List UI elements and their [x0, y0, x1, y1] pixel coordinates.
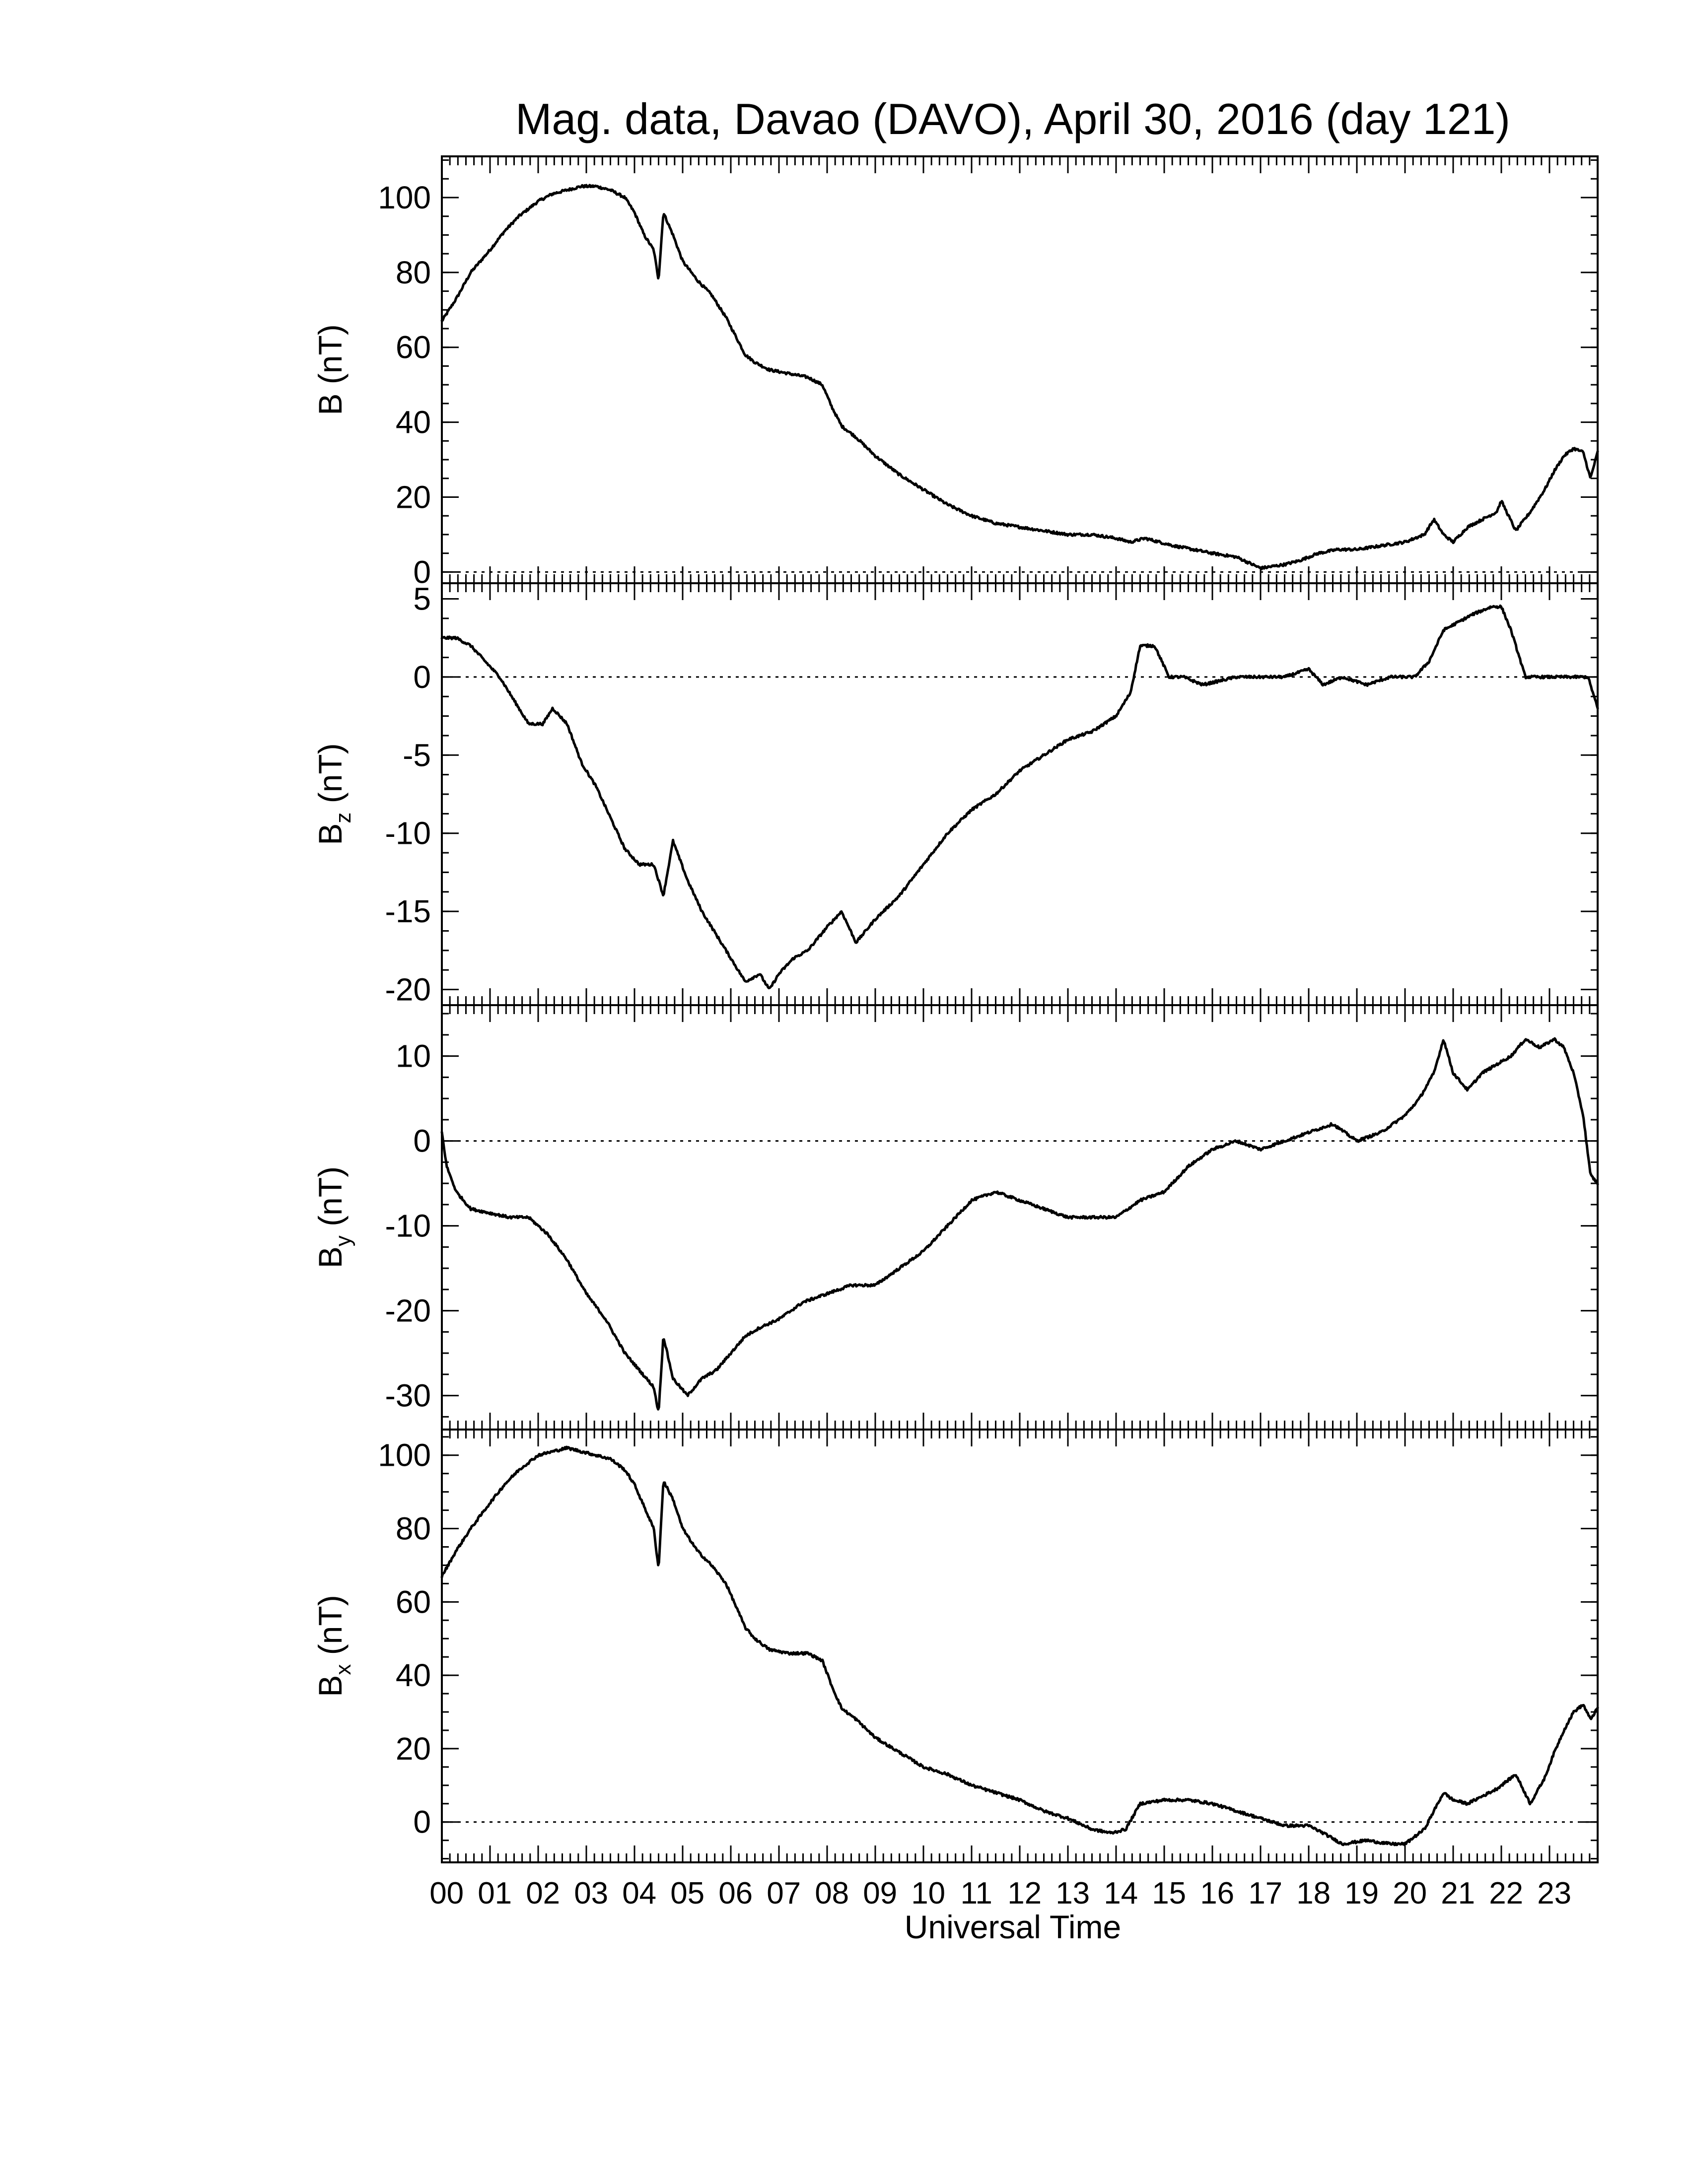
y-tick-label: 60	[396, 330, 431, 365]
panel-by: -30 -20 -10 0 10 By (nT)	[312, 1004, 1599, 1431]
y-axis-label: B (nT)	[312, 324, 349, 415]
x-tick-label: 02	[526, 1876, 560, 1911]
y-tick-label: 10	[396, 1038, 431, 1074]
x-tick-label: 04	[622, 1876, 656, 1911]
x-tick-label: 15	[1152, 1876, 1186, 1911]
y-tick-label: -30	[385, 1378, 431, 1414]
panel-frame	[441, 155, 1599, 584]
x-tick-label: 22	[1489, 1876, 1523, 1911]
y-tick-label: 60	[396, 1584, 431, 1620]
x-tick-label: 06	[718, 1876, 753, 1911]
x-tick-label: 08	[815, 1876, 849, 1911]
x-tick-label: 12	[1007, 1876, 1042, 1911]
x-tick-label: 01	[478, 1876, 512, 1911]
y-tick-label: 80	[396, 255, 431, 290]
x-tick-label: 13	[1055, 1876, 1090, 1911]
x-tick-label: 03	[574, 1876, 608, 1911]
chart-title: Mag. data, Davao (DAVO), April 30, 2016 …	[515, 94, 1510, 143]
y-tick-label: 20	[396, 1731, 431, 1767]
y-axis-label: Bz (nT)	[312, 743, 355, 845]
x-tick-label: 05	[670, 1876, 704, 1911]
x-tick-label: 00	[429, 1876, 464, 1911]
y-tick-label: 0	[413, 1123, 431, 1159]
series-line-by	[440, 1037, 1599, 1411]
x-axis: 00 01 02 03 04 05 06 07 08 09 10 11 12 13 14 15 16 17 18 19…	[429, 1876, 1571, 1911]
y-tick-label: -10	[385, 1208, 431, 1244]
y-tick-label: -20	[385, 972, 431, 1008]
panel-frame	[441, 1004, 1599, 1431]
x-axis-label: Universal Time	[905, 1909, 1121, 1945]
y-tick-label: 5	[413, 581, 431, 616]
panel-bz: -20 -15 -10 -5 0 5 Bz (nT)	[312, 581, 1599, 1008]
y-tick-label: 100	[378, 1437, 431, 1473]
y-tick-label: 20	[396, 479, 431, 515]
x-tick-label: 14	[1104, 1876, 1138, 1911]
y-tick-label: 0	[413, 659, 431, 695]
y-tick-label: 40	[396, 405, 431, 440]
panel-b-total: 0 20 40 60 80 100 B (nT)	[312, 155, 1599, 590]
x-tick-label: 18	[1296, 1876, 1331, 1911]
x-tick-label: 21	[1441, 1876, 1475, 1911]
y-tick-label: 40	[396, 1657, 431, 1693]
x-tick-label: 11	[961, 1876, 992, 1911]
y-tick-label: -15	[385, 893, 431, 929]
panel-frame	[441, 1429, 1599, 1863]
x-tick-label: 07	[767, 1876, 801, 1911]
y-tick-label: -5	[403, 737, 431, 773]
x-tick-label: 09	[863, 1876, 897, 1911]
y-tick-label: 80	[396, 1511, 431, 1547]
panel-frame	[441, 582, 1599, 1006]
series-line-bz	[440, 604, 1599, 990]
series-line-bx	[440, 1445, 1599, 1846]
x-tick-label: 23	[1537, 1876, 1571, 1911]
x-tick-label: 17	[1248, 1876, 1282, 1911]
y-tick-label: 0	[413, 1804, 431, 1840]
x-tick-label: 20	[1393, 1876, 1427, 1911]
y-tick-label: 0	[413, 554, 431, 590]
y-axis-label: By (nT)	[312, 1166, 355, 1268]
x-tick-label: 19	[1344, 1876, 1379, 1911]
x-tick-label: 10	[911, 1876, 945, 1911]
series-line-b-total	[440, 184, 1599, 571]
x-tick-label: 16	[1200, 1876, 1234, 1911]
y-tick-label: 100	[378, 180, 431, 215]
y-tick-label: -20	[385, 1293, 431, 1329]
panel-bx: 0 20 40 60 80 100 Bx (nT)	[312, 1429, 1599, 1863]
y-axis-label: Bx (nT)	[312, 1595, 355, 1697]
y-tick-label: -10	[385, 816, 431, 851]
